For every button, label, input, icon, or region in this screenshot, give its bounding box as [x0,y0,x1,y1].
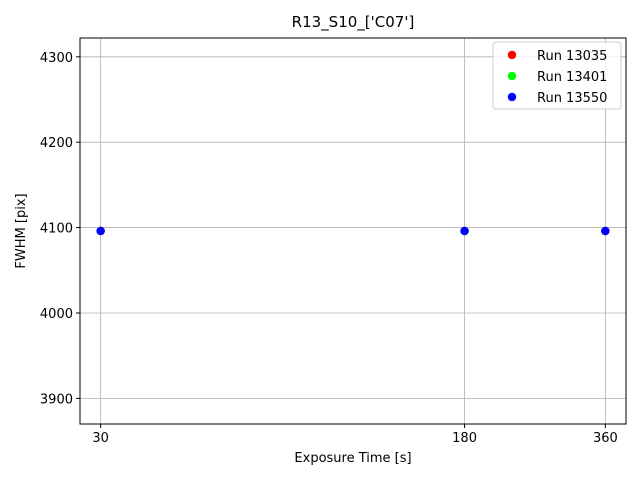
y-tick-label: 4300 [40,51,73,66]
axis-ticks: 30 180 360 3900 4000 4100 4200 4300 [40,51,618,446]
legend: Run 13035 Run 13401 Run 13550 [492,41,622,110]
y-tick-label: 4100 [40,222,73,237]
plot-frame [79,37,627,425]
y-tick-label: 4000 [40,307,73,322]
legend-label: Run 13035 [537,49,607,64]
data-point-run-13550 [460,226,469,236]
data-point-run-13550 [96,226,105,236]
legend-label: Run 13550 [537,91,607,106]
data-points [96,226,610,236]
y-tick-label: 4200 [40,136,73,151]
legend-marker [507,92,517,102]
data-point-run-13550 [601,226,610,236]
y-axis-label: FWHM [pix] [14,193,29,268]
x-axis-label: Exposure Time [s] [294,451,411,466]
legend-box [492,41,622,110]
y-tick-label: 3900 [40,392,73,407]
x-tick-label: 180 [452,431,477,446]
legend-marker [507,71,517,81]
legend-marker [507,50,517,60]
x-tick-label: 360 [593,431,618,446]
x-tick-label: 30 [92,431,109,446]
chart-title: R13_S10_['C07'] [292,13,415,32]
legend-label: Run 13401 [537,70,607,85]
